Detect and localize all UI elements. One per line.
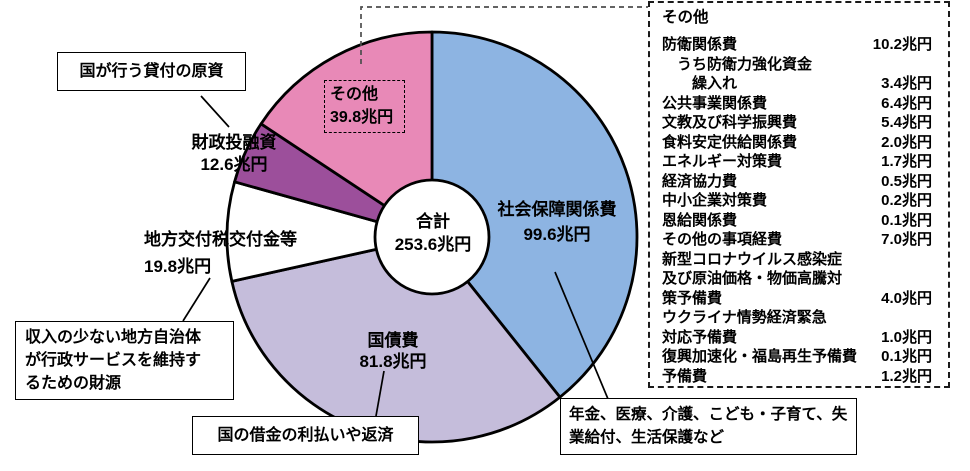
legend-item: 食料安定供給関係費 2.0兆円 <box>662 133 932 153</box>
leader-line-debt <box>375 370 385 417</box>
legend-item-label: 食料安定供給関係費 <box>662 133 798 151</box>
legend-item-value: 10.2兆円 <box>872 36 932 53</box>
sonota-breakdown-title: その他 <box>662 9 709 26</box>
legend-item-label: 予備費 <box>662 367 708 385</box>
legend-item: 予備費 1.2兆円 <box>662 367 932 387</box>
legend-item-value: 1.2兆円 <box>881 367 932 385</box>
legend-item-value: 0.1兆円 <box>881 348 932 365</box>
label-sonota-name: その他 <box>330 86 379 103</box>
pie-segments <box>225 30 639 444</box>
sonota-breakdown-items: 防衛関係費 10.2兆円 うち防衛力強化資金 繰入れ 3.4兆円公共事業関係費 6.4… <box>662 35 932 386</box>
callout-debt-repayment: 国の借金の利払いや返済 <box>192 416 419 455</box>
pie-segment-4 <box>259 30 434 239</box>
sonota-legend-connector-line <box>360 6 648 64</box>
label-social-security-value: 99.6兆円 <box>523 225 591 244</box>
legend-item: エネルギー対策費 1.7兆円 <box>662 152 932 172</box>
legend-item: 中小企業対策費 0.2兆円 <box>662 191 932 211</box>
legend-item-value: 1.0兆円 <box>881 328 932 346</box>
label-national-debt-name: 国債費 <box>367 331 419 350</box>
leader-line-loan <box>200 95 230 128</box>
label-local-tax: 地方交付税交付金等 19.8兆円 <box>144 226 297 280</box>
pie-center-hole <box>373 178 491 296</box>
legend-item: 経済協力費 0.5兆円 <box>662 172 932 192</box>
legend-item-value: 1.7兆円 <box>881 153 932 170</box>
label-social-security: 社会保障関係費 99.6兆円 <box>477 197 637 247</box>
legend-item-label: 文教及び科学振興費 <box>662 114 798 131</box>
callout-local-gov: 収入の少ない地方自治体 が行政サービスを維持す るための財源 <box>15 321 234 400</box>
legend-item-label: 恩給関係費 <box>662 211 738 229</box>
legend-item: 復興加速化・福島再生予備費 0.1兆円 <box>662 347 932 367</box>
legend-item: その他の事項経費 7.0兆円 <box>662 230 932 250</box>
legend-item-value: 7.0兆円 <box>881 231 932 248</box>
legend-item: 公共事業関係費 6.4兆円 <box>662 94 932 114</box>
pie-segment-2 <box>225 180 434 283</box>
label-fiscal-investment-name: 財政投融資 <box>191 133 277 152</box>
label-social-security-name: 社会保障関係費 <box>497 200 617 219</box>
legend-item-value: 3.4兆円 <box>881 75 932 92</box>
label-local-tax-value: 19.8兆円 <box>144 257 212 276</box>
legend-item: 新型コロナウイルス感染症 及び原油価格・物価高騰対 策予備費 4.0兆円 <box>662 250 932 309</box>
label-fiscal-investment-value: 12.6兆円 <box>200 155 268 174</box>
legend-item-label: 経済協力費 <box>662 172 738 190</box>
legend-item-value: 0.2兆円 <box>881 192 932 209</box>
label-fiscal-investment: 財政投融資 12.6兆円 <box>184 132 284 176</box>
legend-item-label: 防衛関係費 <box>662 36 738 53</box>
legend-item: 文教及び科学振興費 5.4兆円 <box>662 113 932 133</box>
pie-segment-0 <box>430 30 639 399</box>
pie-center-total: 合計 253.6兆円 <box>374 210 492 256</box>
callout-social-security: 年金、医療、介護、こども・子育て、失 業給付、生活保護など <box>560 398 857 455</box>
legend-item-label: エネルギー対策費 <box>662 153 783 170</box>
legend-item-label: 中小企業対策費 <box>662 192 768 209</box>
legend-item-value: 6.4兆円 <box>881 94 932 112</box>
legend-item-value: 4.0兆円 <box>881 289 932 307</box>
legend-item-label: 公共事業関係費 <box>662 94 768 112</box>
legend-item-value: 0.5兆円 <box>881 172 932 190</box>
total-label: 合計 <box>416 212 450 231</box>
legend-item: ウクライナ情勢経済緊急 対応予備費 1.0兆円 <box>662 308 932 347</box>
legend-item-value: 0.1兆円 <box>881 211 932 229</box>
callout-loan-source: 国が行う貸付の原資 <box>57 52 246 91</box>
legend-item: うち防衛力強化資金 繰入れ 3.4兆円 <box>662 55 932 94</box>
legend-item-value: 2.0兆円 <box>881 133 932 151</box>
label-national-debt-value: 81.8兆円 <box>359 352 427 371</box>
label-sonota-dashed-box: その他 39.8兆円 <box>324 80 405 133</box>
legend-item-label: ウクライナ情勢経済緊急 対応予備費 <box>662 309 827 346</box>
label-local-tax-name: 地方交付税交付金等 <box>144 230 297 249</box>
sonota-breakdown-panel: その他 防衛関係費 10.2兆円 うち防衛力強化資金 繰入れ 3.4兆円公共事業関係… <box>648 1 950 388</box>
legend-item-label: 復興加速化・福島再生予備費 <box>662 348 858 365</box>
legend-item-label: その他の事項経費 <box>662 231 783 248</box>
legend-item-label: うち防衛力強化資金 繰入れ <box>677 55 813 93</box>
total-value: 253.6兆円 <box>394 235 472 254</box>
legend-item: 防衛関係費 10.2兆円 <box>662 35 932 55</box>
legend-item-label: 新型コロナウイルス感染症 及び原油価格・物価高騰対 策予備費 <box>662 250 843 307</box>
legend-item-value: 5.4兆円 <box>881 114 932 131</box>
leader-line-local-gov <box>182 277 211 322</box>
label-sonota-value: 39.8兆円 <box>330 109 394 126</box>
label-national-debt: 国債費 81.8兆円 <box>350 330 436 372</box>
legend-item: 恩給関係費 0.1兆円 <box>662 211 932 231</box>
leader-line-social <box>554 271 609 400</box>
